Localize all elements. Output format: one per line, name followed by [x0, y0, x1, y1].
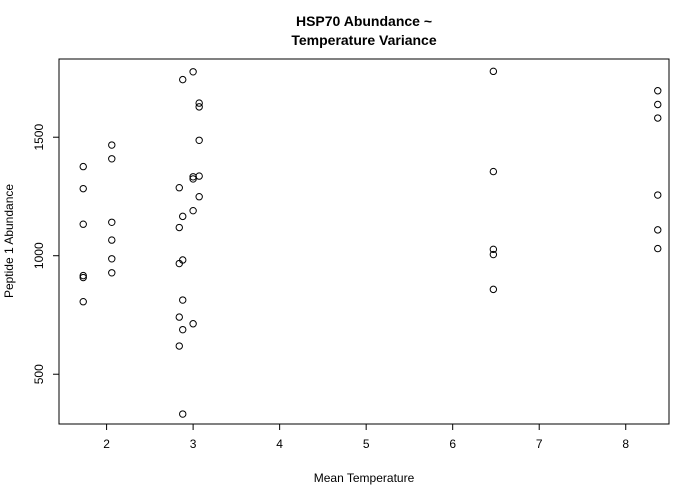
- y-axis: 500 1000 1500: [32, 124, 59, 384]
- data-point: [79, 220, 87, 228]
- data-point: [489, 245, 498, 254]
- x-axis-label: Mean Temperature: [314, 471, 415, 485]
- data-point: [195, 99, 203, 107]
- data-point: [79, 298, 87, 306]
- data-point: [108, 255, 116, 263]
- data-point: [489, 250, 498, 259]
- data-point: [175, 183, 183, 192]
- data-point: [654, 87, 662, 95]
- data-point: [179, 256, 187, 264]
- data-point: [79, 273, 87, 282]
- data-point: [654, 100, 662, 109]
- y-tick-label: 500: [32, 364, 46, 384]
- data-point: [179, 212, 187, 221]
- data-point: [189, 68, 197, 76]
- data-point: [79, 162, 87, 171]
- data-point: [175, 342, 183, 350]
- data-point: [489, 167, 498, 176]
- y-tick-label: 1000: [32, 242, 46, 269]
- data-point: [179, 75, 187, 84]
- data-point: [654, 114, 662, 122]
- plot-area-box: [58, 58, 670, 425]
- data-point: [108, 141, 116, 149]
- data-point: [175, 313, 183, 321]
- data-point: [654, 226, 662, 234]
- data-point: [195, 172, 203, 180]
- y-tick-label: 1500: [32, 124, 46, 151]
- data-points: [79, 67, 662, 418]
- data-point: [79, 271, 87, 280]
- data-point: [179, 325, 187, 334]
- x-tick-label: 2: [103, 437, 110, 451]
- data-point: [489, 285, 498, 294]
- data-point: [195, 103, 203, 111]
- data-point: [189, 320, 197, 328]
- data-point: [79, 184, 87, 193]
- chart-title-line-2: Temperature Variance: [291, 32, 436, 48]
- x-tick-label: 4: [276, 437, 283, 451]
- chart-title-line-1: HSP70 Abundance ~: [296, 13, 432, 29]
- x-tick-label: 5: [363, 437, 370, 451]
- data-point: [195, 193, 203, 201]
- data-point: [108, 269, 116, 277]
- data-point: [175, 259, 183, 268]
- data-point: [489, 67, 498, 76]
- data-point: [189, 206, 197, 215]
- x-axis: 2 3 4 5 6 7 8: [103, 424, 629, 451]
- x-tick-label: 7: [536, 437, 543, 451]
- x-tick-label: 6: [449, 437, 456, 451]
- data-point: [108, 218, 116, 227]
- x-tick-label: 8: [622, 437, 629, 451]
- data-point: [175, 223, 183, 232]
- data-point: [654, 244, 662, 253]
- data-point: [195, 136, 203, 144]
- data-point: [189, 175, 197, 183]
- y-axis-label: Peptide 1 Abundance: [2, 184, 16, 298]
- data-point: [108, 236, 116, 244]
- data-point: [654, 191, 662, 199]
- x-tick-label: 3: [190, 437, 197, 451]
- data-point: [179, 410, 187, 418]
- data-point: [108, 155, 116, 163]
- data-point: [179, 296, 187, 304]
